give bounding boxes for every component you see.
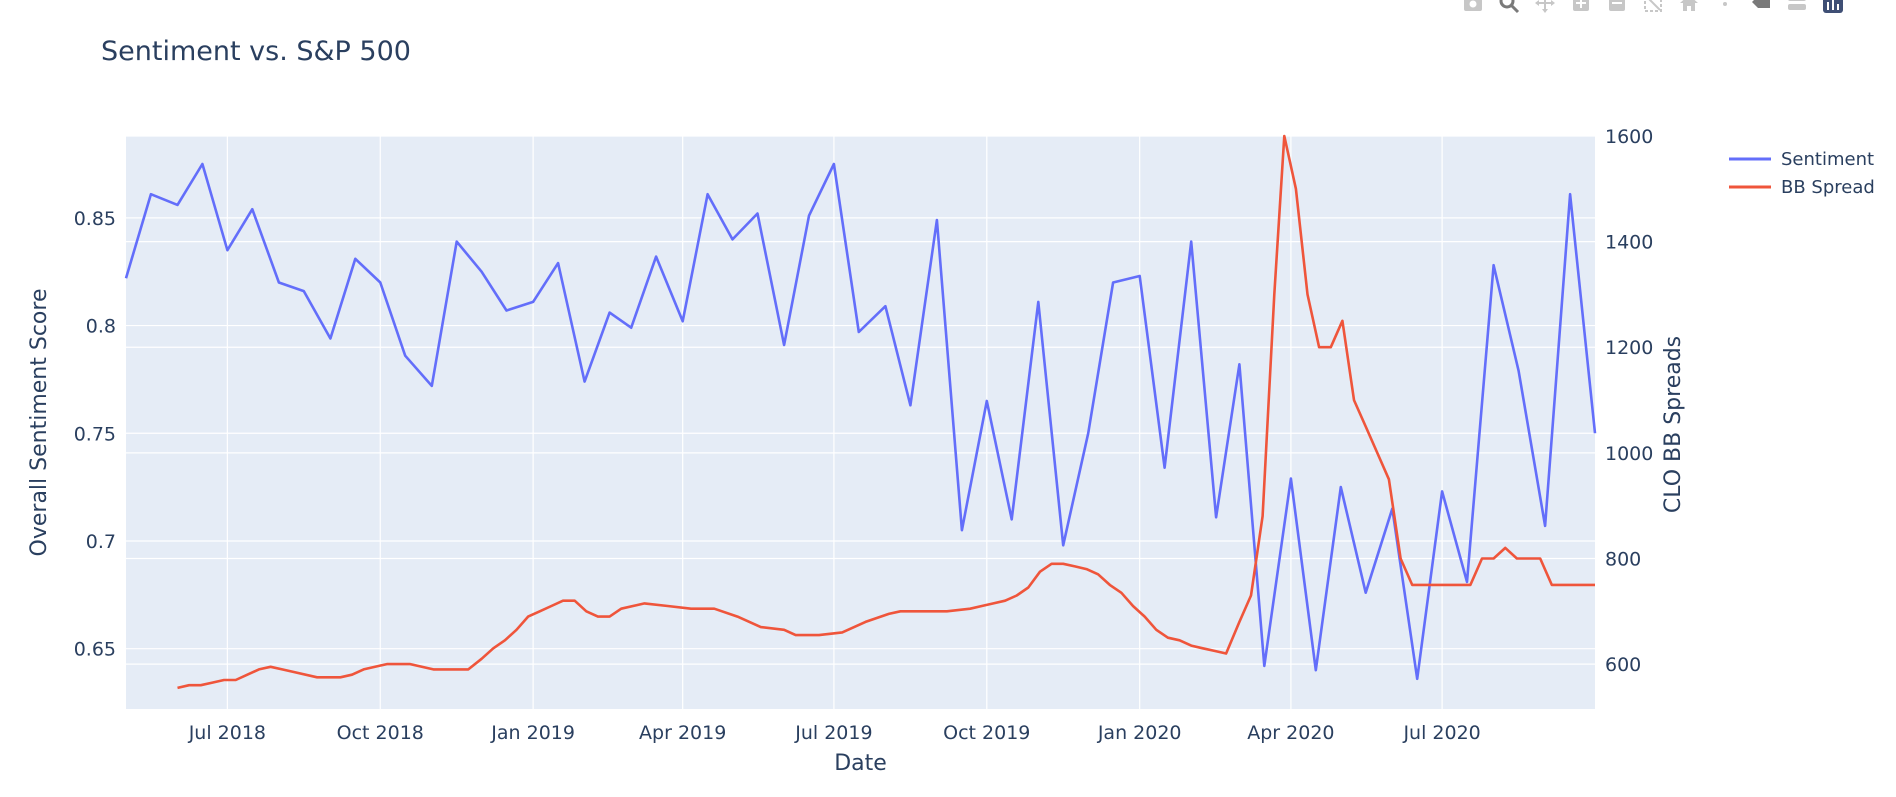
y2-tick-label: 600 (1605, 654, 1641, 676)
x-tick-label: Oct 2019 (943, 722, 1030, 744)
x-tick-label: Jul 2018 (188, 722, 266, 744)
autoscale-icon[interactable] (1635, 0, 1671, 16)
y2-tick-label: 800 (1605, 548, 1641, 570)
y-tick-label: 0.7 (86, 531, 116, 553)
x-axis-title: Date (834, 751, 887, 776)
legend-label: Sentiment (1781, 149, 1874, 170)
y-tick-label: 0.65 (74, 639, 116, 661)
x-tick-label: Apr 2019 (639, 722, 726, 744)
x-tick-label: Jul 2020 (1402, 722, 1480, 744)
series-lines (124, 134, 1597, 690)
legend: Sentiment BB Spread (1729, 149, 1875, 198)
series-line-sentiment (124, 162, 1597, 681)
y2-tick-label: 1200 (1605, 337, 1653, 359)
hover-compare-icon[interactable] (1779, 0, 1815, 16)
chart-title: Sentiment vs. S&P 500 (101, 36, 411, 67)
plotly-logo-icon[interactable] (1815, 0, 1851, 16)
y2-tick-label: 1400 (1605, 232, 1653, 254)
plot-area[interactable] (126, 136, 1595, 709)
reset-axes-icon[interactable] (1671, 0, 1707, 16)
camera-icon[interactable] (1455, 0, 1491, 16)
axes: Jul 2018 Oct 2018 Jan 2019 Apr 2019 Jul 2019… (74, 126, 1654, 744)
zoom-icon[interactable] (1491, 0, 1527, 16)
y2-tick-label: 1000 (1605, 443, 1653, 465)
spike-lines-icon[interactable] (1707, 0, 1743, 16)
zoom-out-icon[interactable] (1599, 0, 1635, 16)
zoom-in-icon[interactable] (1563, 0, 1599, 16)
y2-axis-title: CLO BB Spreads (1661, 336, 1686, 513)
y-tick-label: 0.75 (74, 423, 116, 445)
pan-icon[interactable] (1527, 0, 1563, 16)
legend-label: BB Spread (1781, 177, 1875, 198)
y-tick-label: 0.8 (86, 316, 116, 338)
y-tick-label: 0.85 (74, 208, 116, 230)
series-line-bb-spread (177, 134, 1595, 690)
y-axis-title: Overall Sentiment Score (27, 289, 52, 557)
x-tick-label: Jul 2019 (794, 722, 872, 744)
modebar (1455, 0, 1851, 16)
x-tick-label: Jan 2020 (1097, 722, 1182, 744)
grid-lines (126, 135, 1595, 709)
x-tick-label: Oct 2018 (337, 722, 424, 744)
hover-closest-icon[interactable] (1743, 0, 1779, 16)
x-tick-label: Apr 2020 (1247, 722, 1334, 744)
x-tick-label: Jan 2019 (490, 722, 575, 744)
y2-tick-label: 1600 (1605, 126, 1653, 148)
